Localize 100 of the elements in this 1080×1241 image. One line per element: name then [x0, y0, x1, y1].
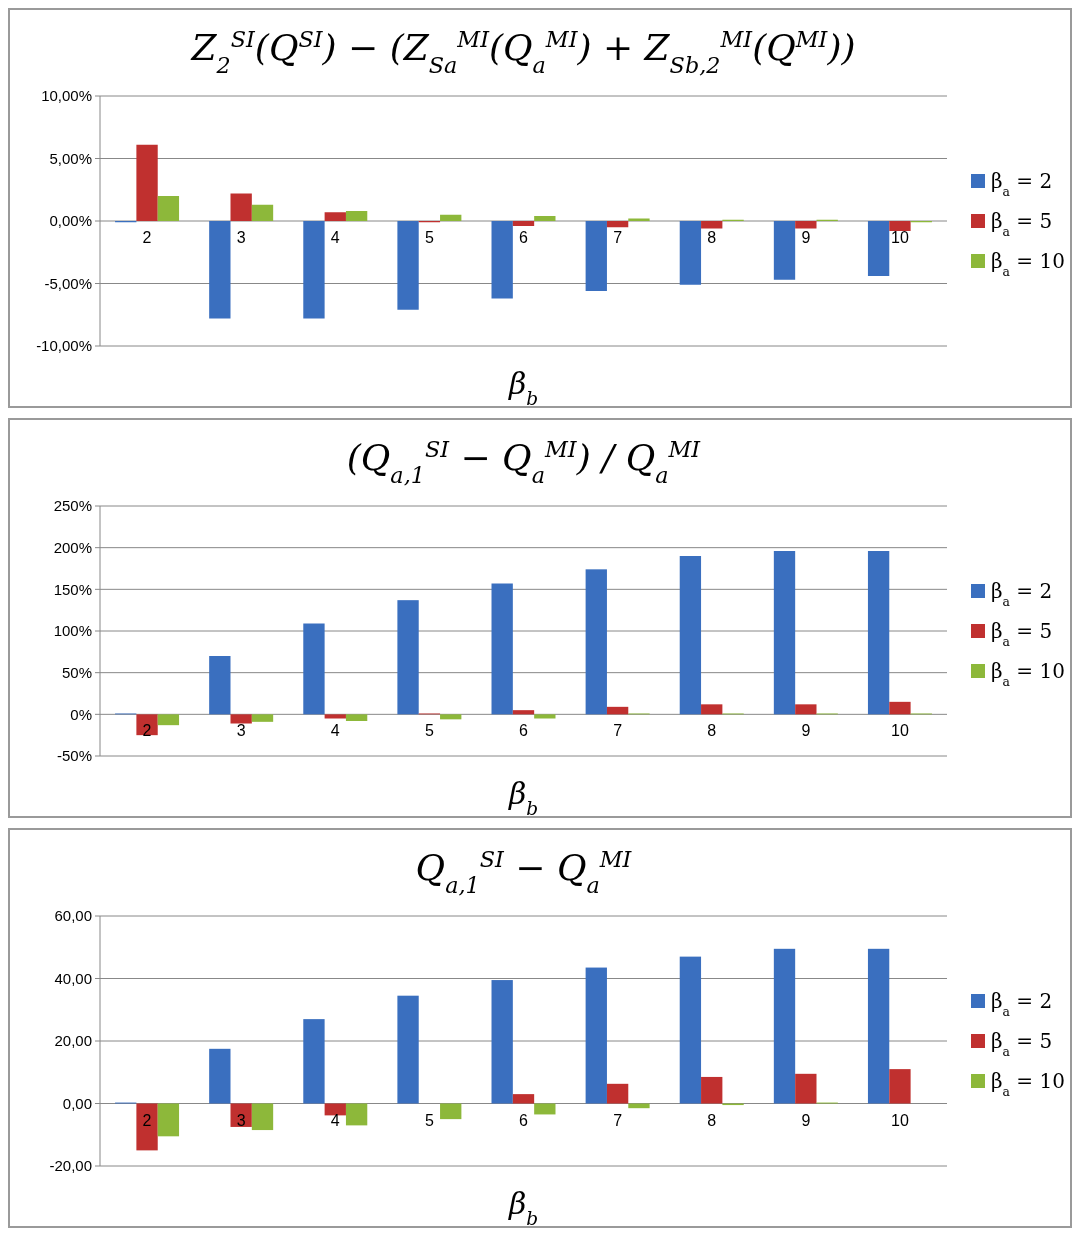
legend-label: β$_{a}$ = 2 — [991, 989, 1053, 1019]
bar — [209, 221, 231, 319]
y-tick-label: -50% — [56, 747, 92, 765]
x-tick-label: 4 — [330, 722, 340, 740]
bar — [585, 569, 607, 715]
y-tick-label: -20,00 — [49, 1157, 92, 1175]
y-tick-label: 20,00 — [54, 1032, 92, 1050]
x-tick-label: 3 — [236, 229, 246, 246]
bar — [701, 221, 723, 229]
bar — [867, 948, 890, 1104]
x-tick-label: 4 — [330, 1111, 340, 1129]
bar — [679, 556, 702, 715]
x-tick-label: 2 — [142, 1111, 152, 1129]
bar — [606, 706, 629, 715]
x-tick-label: 10 — [891, 722, 909, 740]
bar — [867, 551, 890, 715]
legend-label: β$_{a}$ = 10 — [991, 659, 1065, 689]
bar — [157, 714, 180, 726]
bar — [230, 714, 252, 724]
bar — [397, 995, 419, 1104]
bar — [889, 221, 911, 231]
x-tick-label: 6 — [519, 229, 529, 246]
bar — [345, 1103, 368, 1126]
x-axis-title: β$_{b}$ — [507, 776, 539, 819]
y-tick-label: 200% — [53, 538, 92, 556]
x-tick-label: 7 — [613, 1111, 623, 1129]
bar — [345, 714, 368, 721]
x-tick-label: 8 — [707, 722, 717, 740]
y-tick-label: 0% — [70, 705, 92, 723]
bar — [157, 196, 180, 221]
bar — [324, 212, 346, 221]
legend-label: β$_{a}$ = 5 — [991, 1029, 1053, 1059]
y-tick-label: 250% — [53, 497, 92, 515]
legend-label: β$_{a}$ = 2 — [991, 579, 1053, 609]
bar — [324, 714, 346, 719]
legend-label: β$_{a}$ = 2 — [991, 169, 1053, 199]
x-tick-label: 9 — [801, 229, 811, 246]
bar — [303, 623, 325, 715]
y-tick-label: 10,00% — [41, 87, 92, 105]
bar — [679, 221, 702, 285]
legend-label: β$_{a}$ = 10 — [991, 249, 1065, 279]
legend-label: β$_{a}$ = 5 — [991, 619, 1053, 649]
x-tick-label: 3 — [236, 1111, 246, 1129]
y-tick-label: 100% — [53, 622, 92, 640]
bar — [889, 1069, 911, 1104]
bar — [773, 551, 796, 715]
bar — [251, 1103, 274, 1131]
bar — [491, 980, 513, 1104]
bar — [491, 221, 513, 299]
y-tick-label: -5,00% — [44, 274, 92, 292]
bar — [795, 704, 817, 715]
x-tick-label: 9 — [801, 722, 811, 740]
bar — [440, 714, 462, 720]
bar — [397, 221, 419, 310]
bar — [512, 710, 535, 715]
bar — [209, 656, 231, 715]
bar — [230, 193, 252, 221]
x-axis-title: β$_{b}$ — [507, 1186, 539, 1229]
bar — [867, 221, 890, 276]
bar — [324, 1103, 346, 1116]
bar — [679, 956, 702, 1104]
x-tick-label: 6 — [519, 722, 529, 740]
bar — [303, 1019, 325, 1104]
chart-title: Z$_{2}$$^{SI}$(Q$^{SI}$) − (Z$_{Sa}$$^{MI}$(Q$_{a}$$^{MI}$) + Z$_{Sb,2}$$^{MI}$(Q$^{MI}$)) — [191, 26, 856, 78]
y-tick-label: 60,00 — [54, 907, 92, 925]
x-tick-label: 5 — [424, 1111, 434, 1129]
y-tick-label: -10,00% — [36, 337, 92, 355]
bar — [345, 211, 368, 221]
x-tick-label: 10 — [891, 229, 909, 246]
y-tick-label: 0,00 — [62, 1094, 92, 1112]
bar — [251, 204, 274, 221]
bar — [397, 600, 419, 715]
x-tick-label: 8 — [707, 229, 717, 246]
bar — [440, 1103, 462, 1120]
bar — [491, 583, 513, 715]
bar — [606, 1083, 629, 1104]
x-tick-label: 9 — [801, 1111, 811, 1129]
x-tick-label: 3 — [236, 722, 246, 740]
bar — [701, 704, 723, 715]
bar — [795, 1073, 817, 1104]
bar — [606, 221, 629, 228]
bar — [534, 216, 556, 221]
legend-label: β$_{a}$ = 10 — [991, 1069, 1065, 1099]
bar — [512, 1094, 535, 1104]
x-tick-label: 2 — [142, 229, 152, 246]
x-tick-label: 7 — [613, 229, 623, 246]
bar — [889, 701, 911, 715]
y-tick-label: 50% — [61, 663, 92, 681]
legend-label: β$_{a}$ = 5 — [991, 209, 1053, 239]
y-tick-label: 40,00 — [54, 969, 92, 987]
bar — [773, 948, 796, 1104]
bar — [773, 221, 796, 280]
bar — [157, 1103, 180, 1137]
x-tick-label: 10 — [891, 1111, 909, 1129]
bar — [534, 1103, 556, 1115]
bar — [303, 221, 325, 319]
bar — [512, 221, 535, 226]
y-tick-label: 5,00% — [49, 149, 92, 167]
bar — [251, 714, 274, 722]
bar — [440, 214, 462, 221]
